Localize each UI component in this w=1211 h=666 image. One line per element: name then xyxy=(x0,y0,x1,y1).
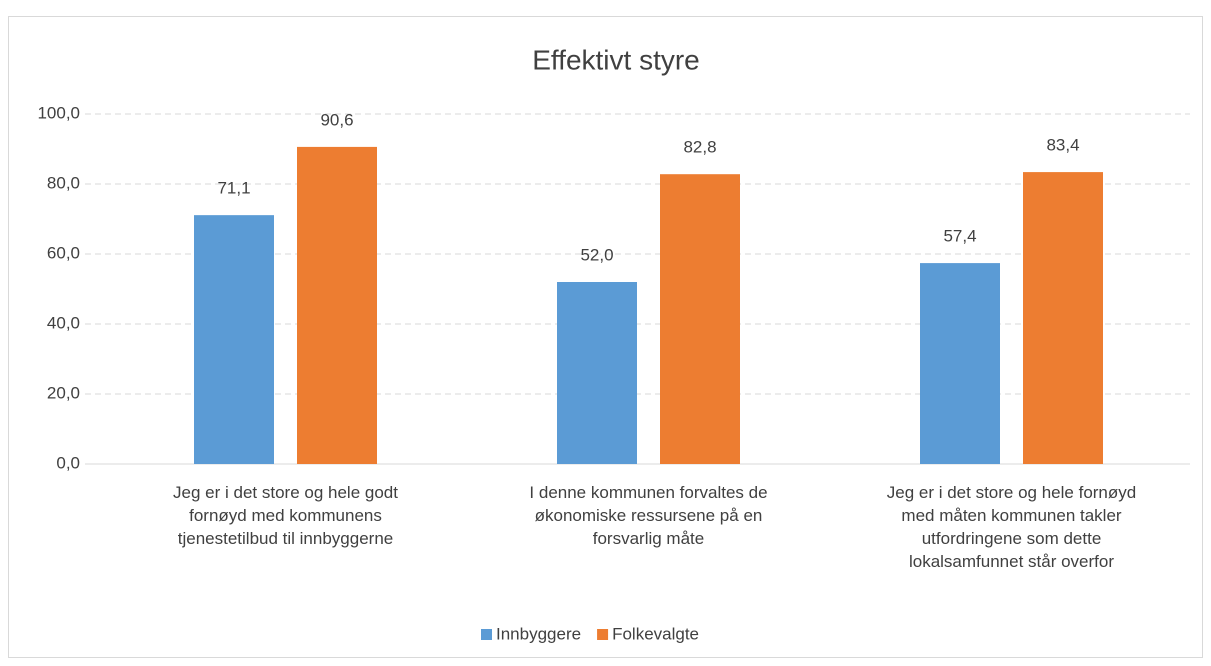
legend-label: Folkevalgte xyxy=(612,624,699,643)
data-label: 90,6 xyxy=(320,110,353,129)
y-tick-label: 80,0 xyxy=(47,173,80,192)
bar xyxy=(920,263,1000,464)
data-label: 83,4 xyxy=(1046,136,1079,155)
data-label: 52,0 xyxy=(580,245,613,264)
y-tick-label: 60,0 xyxy=(47,243,80,262)
data-label: 82,8 xyxy=(683,138,716,157)
legend-label: Innbyggere xyxy=(496,624,581,643)
y-tick-label: 40,0 xyxy=(47,313,80,332)
y-tick-label: 20,0 xyxy=(47,383,80,402)
chart-title: Effektivt styre xyxy=(532,44,700,75)
bar xyxy=(557,282,637,464)
bar xyxy=(660,174,740,464)
x-tick-label: Jeg er i det store og hele godt fornøyd … xyxy=(173,483,398,548)
x-tick-label: I denne kommunen forvaltes de økonomiske… xyxy=(529,483,768,548)
y-tick-label: 0,0 xyxy=(56,453,80,472)
data-label: 71,1 xyxy=(217,179,250,198)
legend-swatch xyxy=(597,629,609,640)
bar xyxy=(297,146,377,464)
legend-swatch xyxy=(481,629,492,640)
y-tick-label: 100,0 xyxy=(37,103,80,122)
bar xyxy=(1023,172,1103,464)
x-tick-label: Jeg er i det store og hele fornøyd med m… xyxy=(886,483,1137,571)
data-label: 57,4 xyxy=(943,227,976,246)
bar xyxy=(194,215,274,464)
